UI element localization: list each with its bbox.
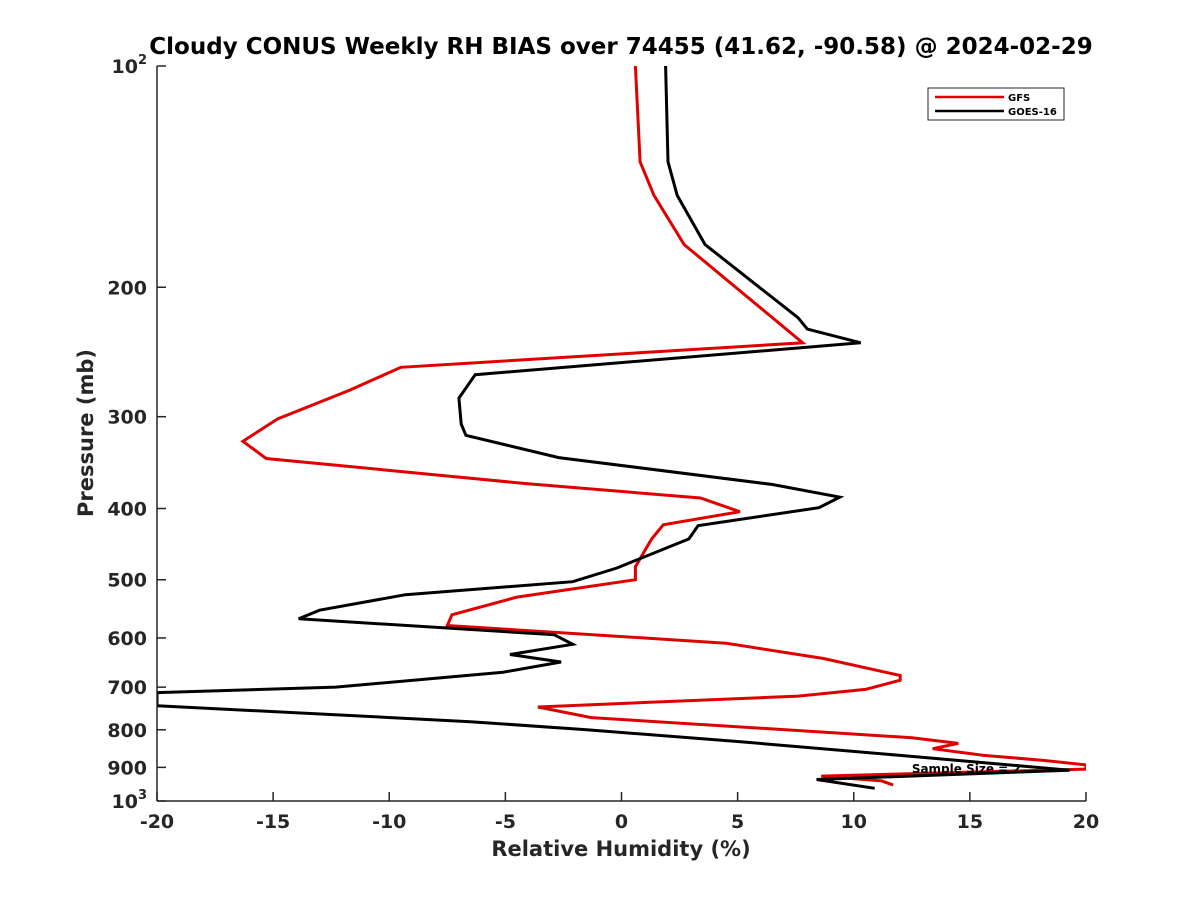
x-tick-label: 5 (731, 811, 744, 833)
plot-area (156, 66, 1086, 802)
y-tick-base: 10 (112, 56, 138, 78)
x-axis-ticks: -20 -15 -10 -5 0 5 10 15 20 (140, 792, 1099, 833)
chart-title: Cloudy CONUS Weekly RH BIAS over 74455 (… (149, 34, 1092, 60)
x-tick-label: -10 (372, 811, 406, 833)
y-tick-exponent: 2 (138, 53, 147, 68)
x-tick-label: 15 (957, 811, 983, 833)
x-tick-label: 10 (841, 811, 867, 833)
series-layer (157, 66, 1086, 790)
legend-box (927, 87, 1065, 121)
y-tick-base: 10 (112, 791, 138, 813)
series-line-gfs (240, 66, 1086, 787)
series-line-goes-16 (157, 66, 1070, 790)
y-tick-label: 700 (107, 677, 147, 699)
y-tick-label: 400 (107, 499, 147, 521)
y-tick-label: 500 (107, 570, 147, 592)
x-tick-label: -5 (495, 811, 516, 833)
y-tick-label: 103 (112, 788, 148, 813)
x-axis-label: Relative Humidity (%) (491, 837, 750, 861)
x-tick-label: -15 (256, 811, 290, 833)
sample-size-annotation: Sample Size = 2 (912, 762, 1021, 776)
y-tick-label: 102 (112, 53, 148, 78)
y-tick-label: 900 (107, 757, 147, 779)
y-tick-label: 600 (107, 628, 147, 650)
legend-label-goes-16: GOES-16 (1008, 107, 1057, 118)
y-axis-label: Pressure (mb) (74, 349, 98, 517)
x-tick-label: 20 (1073, 811, 1099, 833)
legend-label-gfs: GFS (1008, 93, 1030, 104)
y-tick-label: 200 (107, 277, 147, 299)
y-tick-label: 300 (107, 407, 147, 429)
plot-background (157, 66, 1086, 801)
y-tick-exponent: 3 (138, 788, 147, 803)
x-tick-label: 0 (615, 811, 628, 833)
legend: GFS GOES-16 (927, 87, 1065, 121)
x-tick-label: -20 (140, 811, 174, 833)
annotations: Sample Size = 2 (912, 762, 1021, 776)
y-tick-label: 800 (107, 720, 147, 742)
